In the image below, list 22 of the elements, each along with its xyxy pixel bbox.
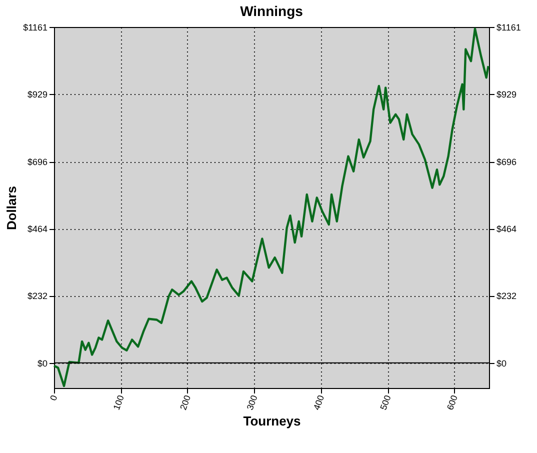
y-tick-label: $696 xyxy=(27,157,48,168)
y2-tick-label: $696 xyxy=(496,157,517,168)
x-tick-label: 500 xyxy=(378,394,393,412)
y-axis-title: Dollars xyxy=(4,186,20,230)
chart-title: Winnings xyxy=(240,3,304,19)
y-tick-label: $1161 xyxy=(23,22,48,32)
y-tick-label: $929 xyxy=(27,90,48,100)
y-tick-label: $232 xyxy=(27,291,48,302)
x-tick-label: 400 xyxy=(312,394,326,412)
x-tick-label: 200 xyxy=(178,394,193,412)
y-tick-label: $464 xyxy=(27,224,48,234)
x-tick-label: 600 xyxy=(444,394,460,412)
x-tick-label: 300 xyxy=(244,394,260,412)
y2-tick-label: $232 xyxy=(496,291,517,302)
x-tick-label: 100 xyxy=(111,394,126,412)
y-tick-label: $0 xyxy=(37,358,48,368)
x-axis-title: Tourneys xyxy=(243,413,301,428)
y2-tick-label: $1161 xyxy=(496,22,521,32)
x-tick-label: 0 xyxy=(48,394,60,402)
y2-tick-label: $0 xyxy=(496,358,507,368)
y2-tick-label: $464 xyxy=(496,224,517,234)
y2-tick-label: $929 xyxy=(496,90,517,100)
